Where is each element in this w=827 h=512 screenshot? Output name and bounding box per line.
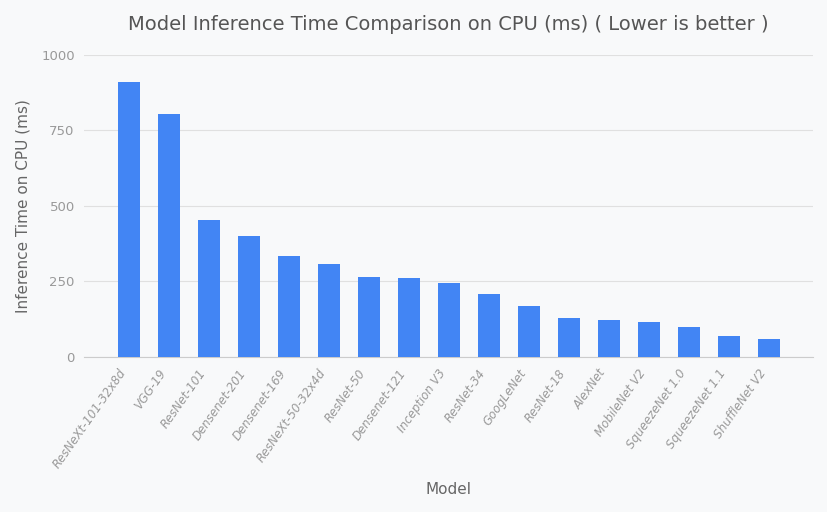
Bar xyxy=(597,320,619,357)
Bar xyxy=(117,82,140,357)
Bar xyxy=(477,293,500,357)
Bar xyxy=(397,279,419,357)
Bar xyxy=(677,327,699,357)
Bar xyxy=(437,283,459,357)
Bar xyxy=(757,339,779,357)
Bar xyxy=(237,236,260,357)
Title: Model Inference Time Comparison on CPU (ms) ( Lower is better ): Model Inference Time Comparison on CPU (… xyxy=(128,15,768,34)
Bar xyxy=(198,220,219,357)
Bar xyxy=(517,306,539,357)
Bar xyxy=(717,336,739,357)
Bar xyxy=(157,114,179,357)
Bar xyxy=(637,322,659,357)
Bar xyxy=(318,264,339,357)
Bar xyxy=(557,318,579,357)
Y-axis label: Inference Time on CPU (ms): Inference Time on CPU (ms) xyxy=(15,99,30,313)
Bar xyxy=(277,256,299,357)
X-axis label: Model: Model xyxy=(425,482,471,497)
Bar xyxy=(357,277,380,357)
